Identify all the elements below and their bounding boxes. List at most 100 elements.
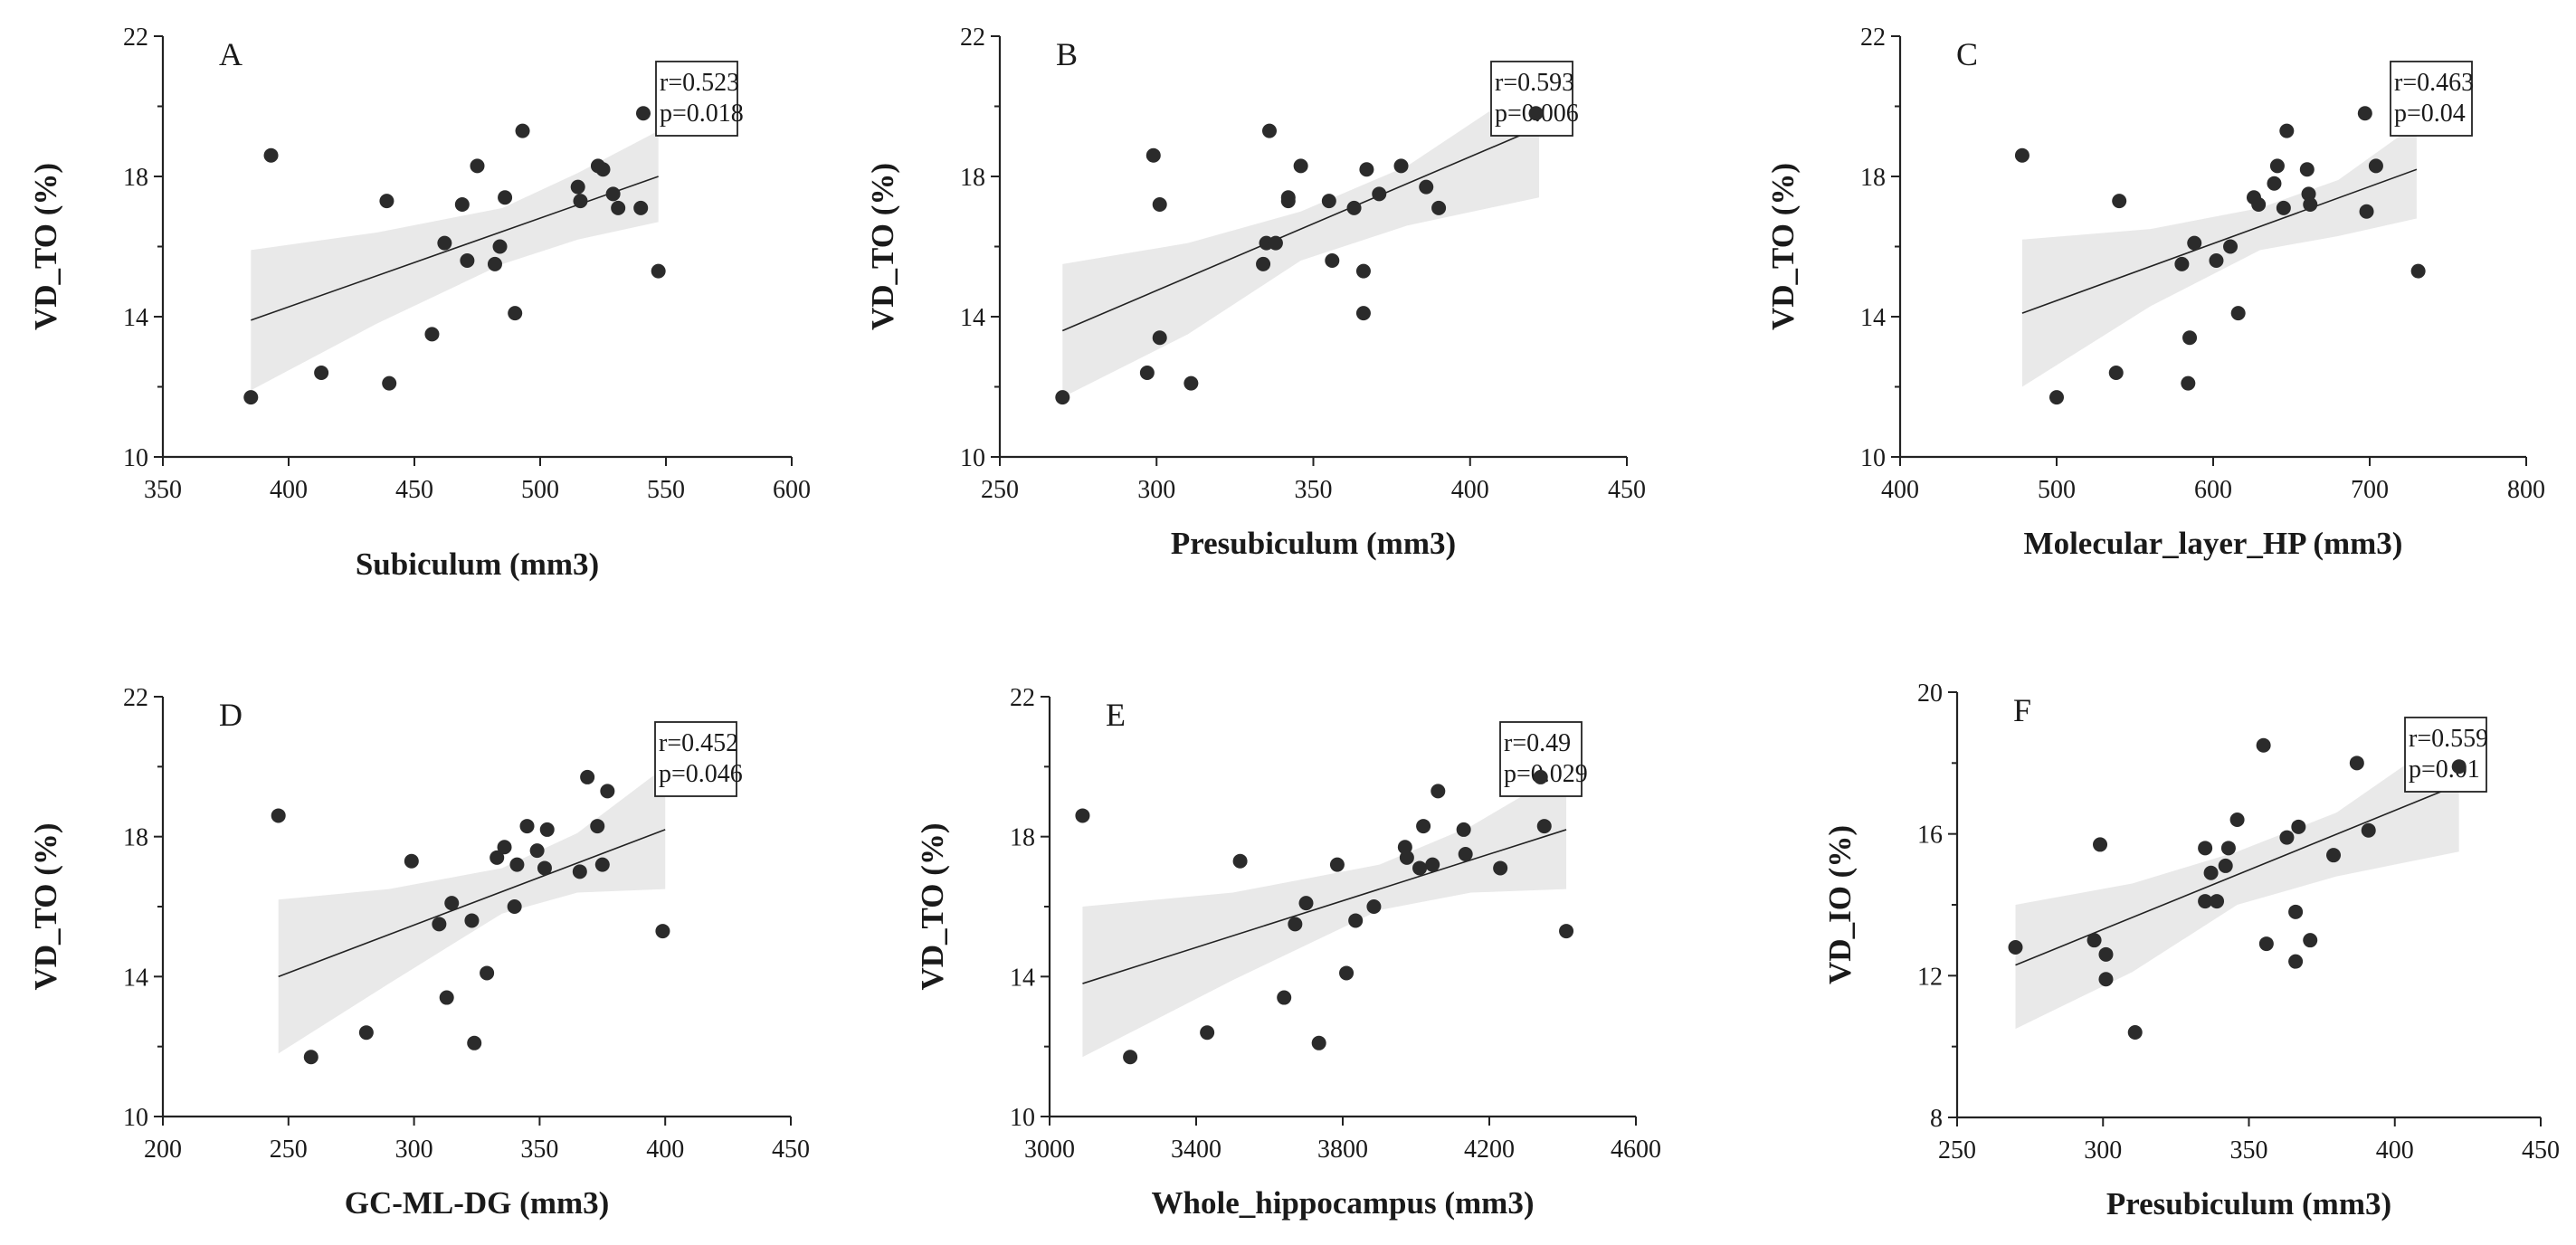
data-point (1456, 822, 1471, 837)
x-tick-label: 500 (521, 476, 559, 504)
data-point (529, 843, 545, 859)
y-tick-label: 22 (123, 24, 148, 52)
data-point (539, 822, 555, 837)
data-point (2218, 858, 2233, 873)
data-point (404, 853, 419, 869)
data-point (1277, 990, 1292, 1005)
data-point (2127, 1025, 2143, 1040)
data-point (1416, 819, 1431, 834)
data-point (633, 200, 649, 215)
data-point (1533, 769, 1548, 784)
data-point (651, 263, 666, 279)
data-point (2361, 822, 2376, 838)
data-point (1419, 179, 1434, 195)
x-tick-label: 400 (1451, 476, 1489, 504)
confidence-band (278, 766, 666, 1054)
data-point (655, 924, 670, 939)
y-tick-label: 10 (123, 1104, 148, 1132)
stat-r-value: r=0.593 (1495, 69, 1574, 97)
data-point (590, 819, 605, 834)
x-tick-label: 300 (1137, 476, 1175, 504)
y-axis-label: VD_TO (%) (28, 822, 63, 990)
data-point (1431, 200, 1447, 215)
data-point (382, 375, 397, 391)
data-point (497, 840, 512, 855)
data-point (1431, 784, 1446, 799)
panel-letter: B (1056, 36, 1078, 72)
x-tick-label: 800 (2507, 476, 2545, 504)
data-point (1055, 390, 1070, 405)
stat-p-value: p=0.018 (660, 100, 744, 128)
data-point (507, 899, 522, 914)
stats-box (2390, 61, 2473, 137)
panel-letter: F (2013, 692, 2031, 728)
x-axis-label: Subiculum (mm3) (356, 546, 599, 582)
data-point (2267, 176, 2282, 191)
y-tick-label: 14 (123, 964, 148, 992)
data-point (508, 306, 523, 321)
x-tick-label: 600 (773, 476, 811, 504)
data-point (2108, 366, 2124, 380)
confidence-band (1062, 78, 1539, 398)
data-point (2086, 933, 2102, 948)
data-point (509, 857, 525, 872)
data-point (1528, 106, 1544, 121)
data-point (2251, 197, 2267, 212)
x-tick-label: 4600 (1611, 1136, 1661, 1164)
confidence-band (2015, 727, 2459, 1030)
data-point (1339, 965, 1355, 981)
data-point (2269, 158, 2285, 174)
data-point (303, 1050, 318, 1065)
data-point (492, 239, 508, 254)
x-tick-label: 600 (2194, 476, 2232, 504)
panel-letter: A (219, 36, 242, 72)
data-point (1298, 896, 1314, 911)
data-point (1393, 158, 1409, 174)
data-point (2049, 390, 2064, 405)
x-tick-label: 300 (395, 1136, 433, 1164)
x-tick-label: 400 (1881, 476, 1919, 504)
data-point (454, 197, 470, 212)
data-point (1325, 253, 1340, 268)
regression-line (2021, 168, 2418, 314)
x-tick-label: 350 (144, 476, 182, 504)
data-point (487, 256, 502, 271)
data-point (263, 147, 279, 163)
stats-box (1490, 61, 1573, 137)
data-point (2187, 235, 2202, 251)
panel-d: 200 250 300 350 400 450 10 14 18 22 Dr=0.452 p=0.04… (28, 684, 810, 1221)
x-axis-label: Molecular_layer_HP (mm3) (2024, 526, 2403, 561)
stats-box (655, 61, 738, 137)
regression-line (278, 829, 666, 978)
data-point (519, 819, 535, 834)
y-axis-label: VD_TO (%) (865, 163, 900, 330)
data-point (1559, 924, 1574, 939)
data-point (1288, 917, 1303, 932)
data-point (600, 784, 615, 799)
data-point (2198, 841, 2213, 856)
data-point (2258, 936, 2274, 952)
data-point (1359, 162, 1374, 177)
x-axis-label: GC-ML-DG (mm3) (345, 1185, 610, 1221)
data-point (314, 366, 329, 380)
data-point (460, 253, 475, 268)
x-axis-label: Presubiculum (mm3) (1171, 526, 1456, 561)
data-point (1536, 819, 1552, 834)
data-point (2279, 830, 2295, 845)
data-point (2303, 933, 2318, 948)
data-point (1075, 808, 1090, 823)
y-tick-label: 18 (1010, 824, 1035, 852)
x-tick-label: 500 (2038, 476, 2076, 504)
data-point (470, 158, 485, 174)
data-point (2220, 841, 2236, 856)
data-point (1346, 200, 1362, 215)
data-point (1261, 123, 1277, 138)
x-tick-label: 450 (1608, 476, 1646, 504)
y-tick-label: 18 (123, 164, 148, 192)
data-point (572, 864, 587, 879)
data-point (2223, 239, 2239, 254)
data-point (605, 186, 621, 202)
y-tick-label: 10 (960, 444, 985, 472)
data-point (2098, 972, 2114, 987)
panel-letter: E (1106, 697, 1126, 733)
